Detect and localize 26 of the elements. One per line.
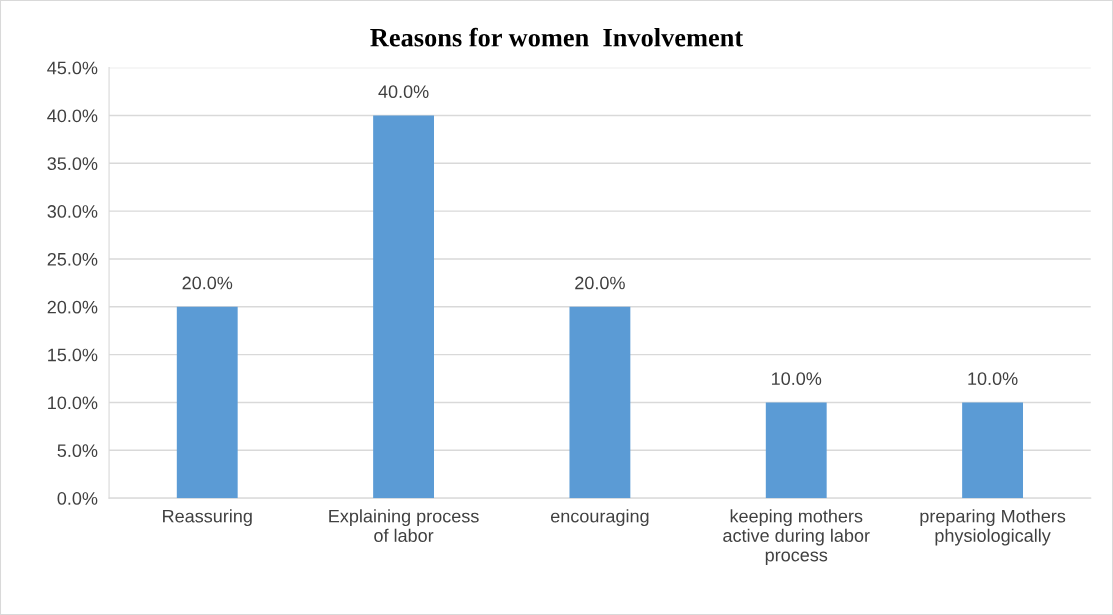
bar — [962, 402, 1024, 499]
y-tick-label: 25.0% — [47, 252, 98, 266]
chart-title: Reasons for women Involvement — [370, 27, 744, 47]
y-tick-label: 5.0% — [57, 444, 98, 458]
y-tick-label: 40.0% — [47, 109, 98, 123]
x-tick-label: encouraging — [550, 509, 649, 527]
data-label: 10.0% — [772, 372, 822, 386]
y-tick-label: 20.0% — [47, 300, 98, 314]
bar — [569, 306, 631, 499]
bar — [765, 402, 827, 499]
x-tick-label: Explaining process of labor — [329, 509, 479, 542]
bar — [373, 115, 435, 499]
y-tick-label: 35.0% — [47, 157, 98, 171]
y-tick-label: 15.0% — [48, 348, 98, 362]
y-tick-label: 30.0% — [47, 205, 98, 218]
y-tick-label: 0.0% — [57, 492, 98, 505]
x-tick-label: preparing Mothers physiologically — [920, 509, 1066, 546]
data-label: 40.0% — [378, 85, 429, 99]
x-tick-label: Reassuring — [163, 509, 252, 527]
bar — [176, 306, 238, 499]
data-label: 20.0% — [182, 276, 233, 290]
data-label: 20.0% — [575, 276, 625, 290]
data-label: 10.0% — [968, 372, 1018, 386]
x-tick-label: keeping mothers active during labor process — [723, 509, 870, 565]
y-tick-label: 10.0% — [48, 396, 98, 410]
y-tick-label: 45.0% — [47, 61, 98, 75]
